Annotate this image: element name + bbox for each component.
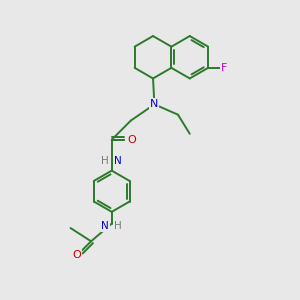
Text: O: O: [72, 250, 81, 260]
Text: H: H: [114, 221, 122, 231]
Text: N: N: [150, 99, 159, 110]
Text: F: F: [221, 63, 227, 73]
Text: N: N: [101, 221, 109, 231]
Text: N: N: [114, 156, 122, 166]
Text: O: O: [128, 135, 136, 145]
Text: H: H: [101, 156, 109, 166]
